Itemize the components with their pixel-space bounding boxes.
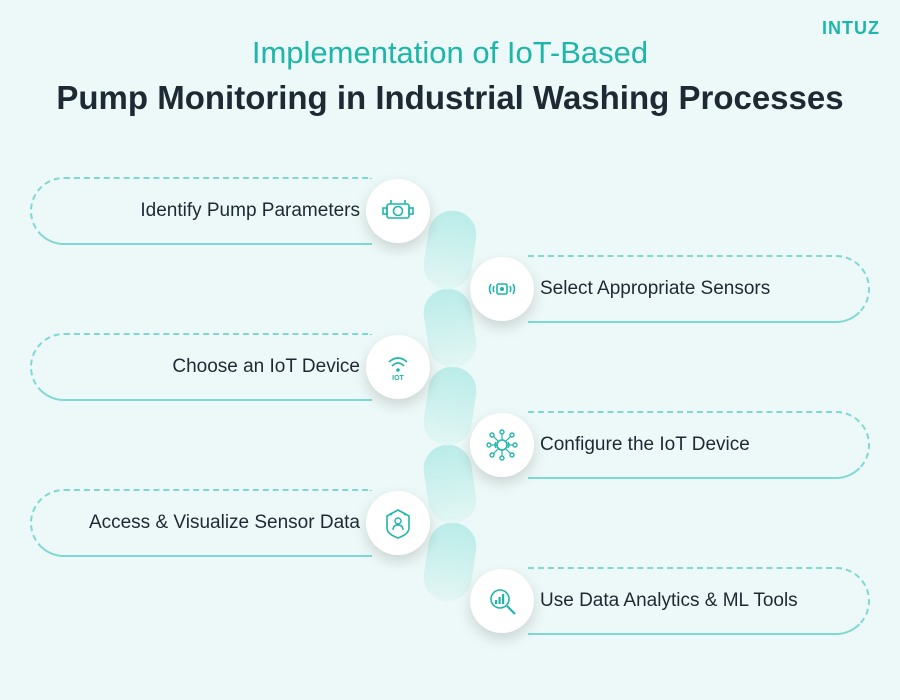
step-label: Access & Visualize Sensor Data xyxy=(89,512,360,534)
step-label: Identify Pump Parameters xyxy=(140,200,360,222)
step-4: Configure the IoT Device xyxy=(470,411,870,479)
title-line1: Implementation of IoT-Based xyxy=(0,35,900,71)
analytics-icon xyxy=(470,569,534,633)
step-bar: Access & Visualize Sensor Data xyxy=(30,489,372,557)
title-block: Implementation of IoT-Based Pump Monitor… xyxy=(0,0,900,117)
brand-logo: INTUZ xyxy=(822,18,880,39)
brand-name: INTUZ xyxy=(822,18,880,38)
step-label: Use Data Analytics & ML Tools xyxy=(540,590,798,612)
step-label: Choose an IoT Device xyxy=(172,356,360,378)
step-bar: Identify Pump Parameters xyxy=(30,177,372,245)
step-6: Use Data Analytics & ML Tools xyxy=(470,567,870,635)
process-flow: Identify Pump Parameters Select Appropria… xyxy=(0,177,900,687)
sensor-icon xyxy=(470,257,534,321)
iot-icon xyxy=(366,335,430,399)
step-label: Select Appropriate Sensors xyxy=(540,278,770,300)
step-bar: Configure the IoT Device xyxy=(528,411,870,479)
step-bar: Choose an IoT Device xyxy=(30,333,372,401)
step-2: Select Appropriate Sensors xyxy=(470,255,870,323)
step-1: Identify Pump Parameters xyxy=(30,177,430,245)
title-line2: Pump Monitoring in Industrial Washing Pr… xyxy=(0,79,900,117)
step-5: Access & Visualize Sensor Data xyxy=(30,489,430,557)
pump-icon xyxy=(366,179,430,243)
visualize-icon xyxy=(366,491,430,555)
step-bar: Use Data Analytics & ML Tools xyxy=(528,567,870,635)
step-label: Configure the IoT Device xyxy=(540,434,750,456)
step-bar: Select Appropriate Sensors xyxy=(528,255,870,323)
step-3: Choose an IoT Device xyxy=(30,333,430,401)
configure-icon xyxy=(470,413,534,477)
